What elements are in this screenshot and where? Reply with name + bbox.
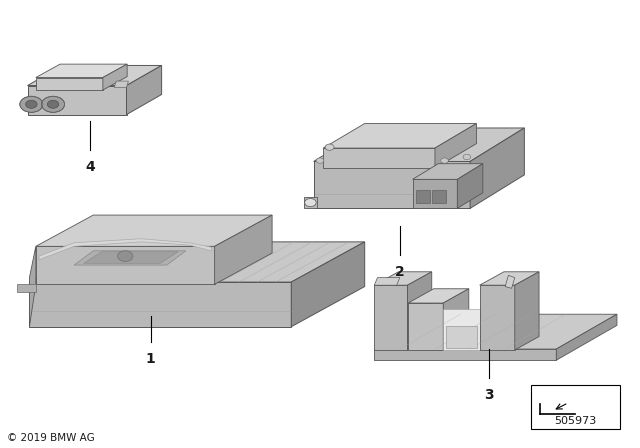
Circle shape (305, 198, 316, 207)
Polygon shape (374, 314, 617, 349)
Polygon shape (103, 64, 127, 90)
Polygon shape (413, 179, 458, 208)
Circle shape (42, 96, 65, 112)
Circle shape (118, 251, 133, 262)
Polygon shape (29, 242, 365, 282)
Text: © 2019 BMW AG: © 2019 BMW AG (7, 433, 95, 443)
Polygon shape (515, 272, 539, 350)
Polygon shape (36, 215, 272, 246)
Polygon shape (74, 251, 186, 265)
Circle shape (26, 100, 37, 108)
Text: 2: 2 (395, 265, 404, 279)
Text: 4: 4 (85, 160, 95, 174)
Polygon shape (28, 65, 162, 86)
Polygon shape (36, 64, 127, 78)
Polygon shape (408, 303, 444, 350)
Polygon shape (304, 197, 317, 208)
Polygon shape (505, 276, 515, 289)
Polygon shape (39, 239, 211, 260)
Polygon shape (479, 285, 515, 350)
Polygon shape (84, 252, 178, 263)
Polygon shape (314, 161, 470, 208)
Polygon shape (435, 124, 476, 168)
Polygon shape (36, 78, 103, 90)
Bar (447, 326, 477, 348)
Circle shape (325, 144, 334, 151)
Polygon shape (214, 215, 272, 284)
Polygon shape (374, 278, 400, 285)
Polygon shape (291, 242, 365, 327)
Polygon shape (323, 148, 435, 168)
Circle shape (316, 158, 324, 163)
Polygon shape (127, 65, 162, 115)
Polygon shape (444, 289, 468, 350)
Polygon shape (314, 128, 524, 161)
Bar (531, 385, 620, 430)
Polygon shape (408, 272, 432, 350)
Polygon shape (374, 285, 408, 350)
Bar (416, 190, 430, 202)
Bar (433, 190, 447, 202)
Circle shape (441, 158, 449, 163)
Polygon shape (323, 124, 476, 148)
Polygon shape (458, 164, 483, 208)
Polygon shape (444, 309, 479, 350)
Polygon shape (556, 314, 617, 360)
Polygon shape (374, 272, 432, 285)
Polygon shape (17, 284, 36, 292)
Polygon shape (28, 86, 127, 115)
Polygon shape (29, 246, 36, 327)
Text: 3: 3 (484, 388, 494, 402)
Polygon shape (479, 272, 539, 285)
Text: 1: 1 (146, 352, 156, 366)
Polygon shape (36, 246, 214, 284)
Polygon shape (115, 81, 129, 87)
Polygon shape (470, 128, 524, 208)
Polygon shape (29, 282, 291, 327)
Circle shape (463, 154, 470, 159)
Polygon shape (374, 349, 556, 360)
Circle shape (20, 96, 43, 112)
Text: 505973: 505973 (554, 416, 596, 426)
Circle shape (47, 100, 59, 108)
Polygon shape (408, 289, 468, 303)
Polygon shape (413, 164, 483, 179)
